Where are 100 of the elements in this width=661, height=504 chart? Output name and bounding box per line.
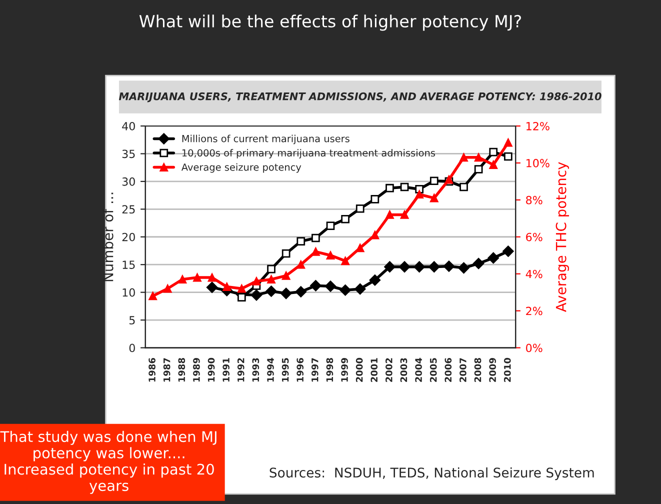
point	[193, 273, 202, 282]
point	[266, 286, 277, 297]
y2-tick-label: 8%	[526, 196, 542, 204]
point	[237, 284, 246, 293]
point	[282, 249, 290, 258]
point	[354, 283, 366, 295]
point	[178, 275, 187, 284]
point	[460, 153, 468, 162]
y-tick-label: 20	[122, 232, 135, 242]
y2-tick-label: 6%	[526, 232, 542, 242]
point	[415, 190, 424, 199]
point	[400, 182, 409, 192]
y2-tick-label: 2%	[526, 306, 542, 316]
point	[267, 264, 276, 274]
x-tick-label: 1990	[208, 358, 215, 382]
point	[430, 194, 438, 202]
point	[428, 261, 440, 272]
point	[384, 261, 396, 272]
y-tick-label: 15	[122, 260, 135, 269]
x-tick-label: 1995	[282, 358, 289, 382]
point	[163, 284, 172, 293]
point	[369, 274, 381, 286]
y-tick-label: 25	[122, 205, 135, 214]
point	[282, 272, 290, 280]
point	[398, 261, 410, 272]
point	[312, 234, 320, 242]
y2-tick-label: 0%	[526, 344, 542, 352]
y-tick-label: 10	[122, 288, 135, 297]
point	[208, 273, 216, 282]
y-tick-label: 30	[122, 177, 135, 186]
point	[489, 148, 498, 156]
point	[222, 282, 232, 291]
y2-tick-label: 10%	[526, 158, 550, 168]
x-tick-label: 1997	[311, 358, 318, 382]
x-tick-label: 2006	[444, 358, 452, 382]
x-tick-label: 1986	[148, 358, 156, 382]
point	[148, 292, 157, 300]
y2-axis-title: Average THC potency	[556, 162, 569, 312]
point	[430, 176, 438, 186]
point	[312, 247, 320, 256]
point	[474, 165, 483, 174]
x-tick-label: 1994	[267, 358, 274, 382]
chart-subtitle: What will be the effects of higher potency MJ?	[139, 14, 521, 31]
y2-tick-label: 4%	[526, 270, 542, 278]
point	[356, 204, 364, 213]
x-tick-label: 2001	[370, 358, 378, 382]
point	[267, 275, 276, 284]
y-tick-label: 40	[122, 122, 135, 130]
text: That study was done when MJ potency was lower.... Increased potency in past 20 years	[0, 430, 216, 494]
x-tick-label: 2003	[400, 358, 408, 382]
x-tick-label: 1996	[296, 358, 304, 382]
point	[310, 280, 322, 292]
x-tick-label: 2004	[415, 358, 422, 382]
point	[280, 288, 292, 300]
point	[340, 284, 351, 296]
x-tick-label: 2000	[356, 358, 363, 382]
y-tick-label: 35	[122, 150, 135, 158]
x-tick-label: 1991	[222, 358, 230, 382]
x-tick-label: 1999	[341, 358, 348, 382]
point	[206, 282, 218, 293]
point	[326, 222, 335, 230]
x-tick-label: 1993	[252, 358, 260, 382]
x-tick-label: 1992	[237, 358, 244, 382]
point	[474, 153, 483, 162]
point	[386, 210, 394, 219]
point	[443, 260, 455, 272]
point	[324, 280, 336, 292]
point	[504, 152, 512, 161]
point	[488, 252, 499, 264]
point	[252, 277, 261, 286]
x-tick-label: 1988	[178, 358, 186, 382]
x-tick-label: 2008	[474, 358, 482, 382]
legend-label: Millions of current marijuana users	[182, 134, 350, 144]
x-tick-label: 1989	[193, 358, 200, 382]
chart-title: MARIJUANA USERS, TREATMENT ADMISSIONS, AND AVERAGE POTENCY: 1986-2010	[118, 92, 602, 102]
point	[400, 210, 409, 219]
point	[250, 289, 262, 301]
x-tick-label: 2002	[386, 358, 392, 382]
point	[414, 261, 425, 272]
point	[295, 286, 306, 298]
point	[386, 184, 394, 192]
point	[460, 182, 468, 192]
point	[296, 237, 306, 246]
x-tick-label: 2007	[460, 358, 466, 382]
point	[341, 214, 350, 224]
source-note: Sources: NSDUH, TEDS, National Seizure System	[270, 467, 594, 480]
point	[502, 246, 514, 257]
x-tick-label: 2010	[504, 358, 511, 382]
y2-tick-label: 12%	[526, 122, 550, 130]
point	[472, 258, 484, 270]
point	[458, 262, 470, 274]
point	[370, 195, 380, 204]
x-tick-label: 2005	[430, 358, 437, 382]
x-tick-label: 1987	[163, 358, 170, 382]
point	[341, 256, 350, 266]
x-tick-label: 2009	[489, 358, 496, 382]
x-tick-label: 1998	[326, 358, 334, 382]
y-tick-label: 5	[129, 316, 135, 324]
point	[296, 260, 306, 269]
point	[504, 138, 512, 147]
